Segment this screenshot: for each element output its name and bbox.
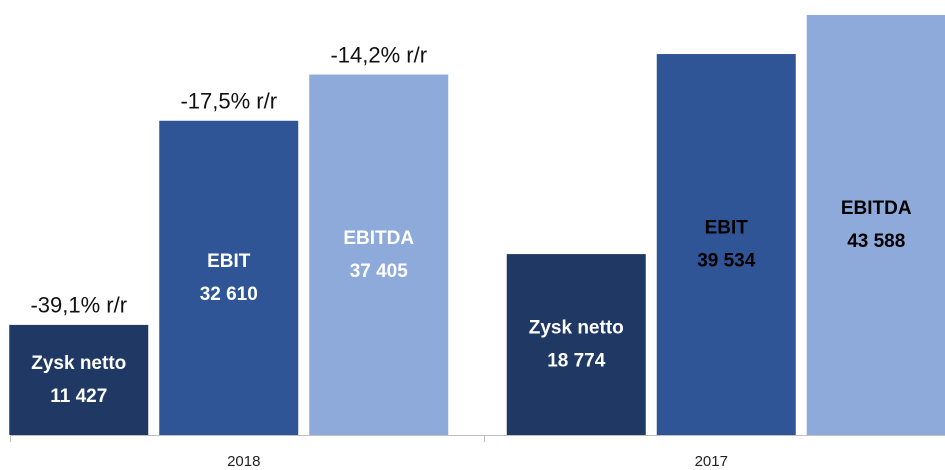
x-tick-label: 2018 (227, 453, 260, 470)
bar (9, 324, 149, 435)
bar-series-label: Zysk netto (31, 353, 126, 374)
change-annotation: -17,5% r/r (180, 89, 277, 114)
bar-series-label: EBITDA (841, 198, 912, 219)
bar-value-label: 43 588 (847, 231, 905, 252)
bar-series-label: EBIT (705, 218, 749, 239)
bar (159, 120, 299, 435)
x-tick-label: 2017 (695, 453, 728, 470)
bar-series-label: Zysk netto (529, 318, 624, 339)
bar (506, 254, 646, 435)
bar-value-label: 39 534 (697, 251, 756, 272)
bar (656, 54, 796, 435)
bar-value-label: 11 427 (50, 386, 107, 407)
change-annotation: -39,1% r/r (30, 293, 127, 318)
change-annotation: -14,2% r/r (330, 42, 427, 67)
bar-value-label: 18 774 (547, 351, 606, 372)
bar (806, 14, 945, 435)
bar (309, 74, 449, 435)
bar-value-label: 37 405 (350, 261, 409, 282)
bar-series-label: EBITDA (343, 228, 414, 249)
bar-value-label: 32 610 (200, 284, 258, 305)
bar-series-label: EBIT (207, 251, 251, 272)
